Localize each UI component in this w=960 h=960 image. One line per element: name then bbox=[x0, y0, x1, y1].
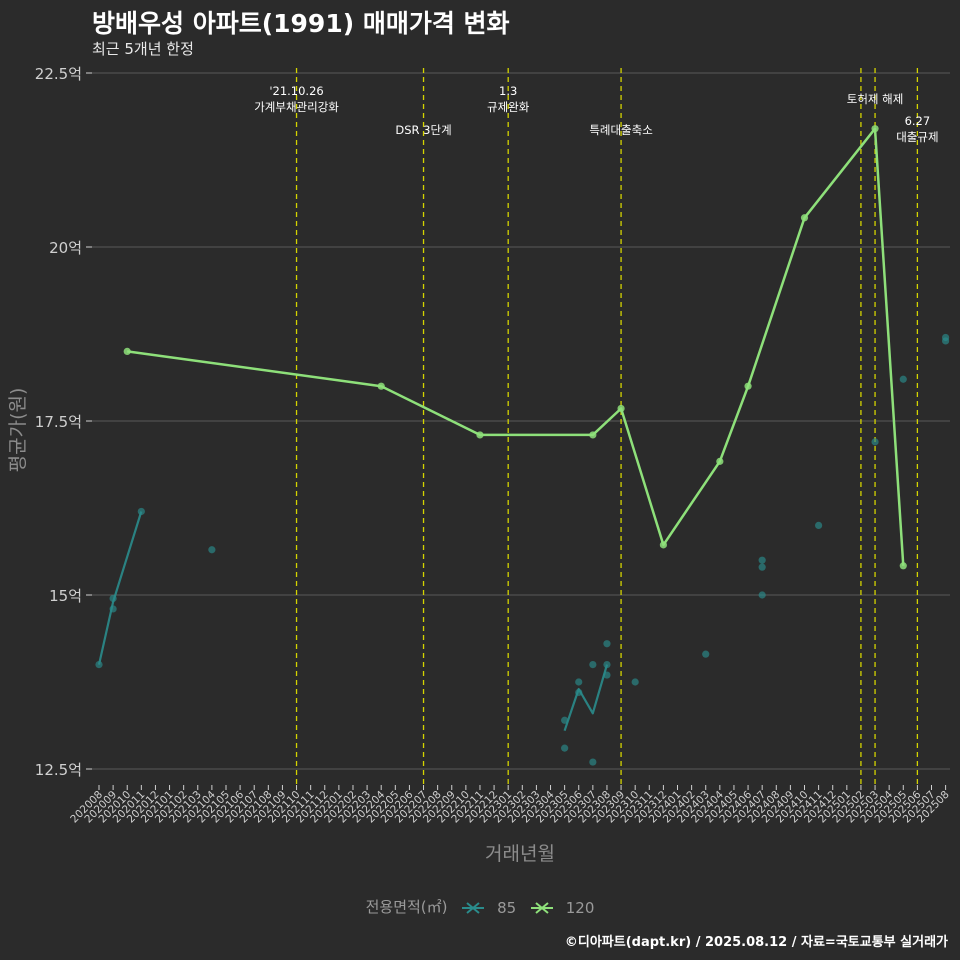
data-point-85 bbox=[137, 507, 145, 516]
data-point-120 bbox=[589, 431, 597, 439]
data-point-85 bbox=[758, 563, 766, 571]
data-point-85 bbox=[589, 758, 597, 766]
legend: 전용면적(㎡) 85 120 bbox=[0, 896, 960, 917]
legend-key-85 bbox=[462, 901, 485, 914]
y-tick-label: 17.5억 bbox=[35, 413, 82, 431]
data-point-120 bbox=[899, 562, 907, 570]
data-point-120 bbox=[744, 382, 752, 390]
data-point-85 bbox=[575, 678, 583, 686]
event-label: 규제완화 bbox=[487, 100, 530, 114]
data-point-120 bbox=[800, 214, 809, 222]
event-label: DSR 3단계 bbox=[395, 123, 451, 137]
y-tick-label: 20억 bbox=[49, 239, 82, 257]
data-point-85 bbox=[871, 438, 879, 446]
data-point-85 bbox=[815, 521, 823, 530]
data-point-85 bbox=[603, 661, 611, 669]
data-point-120 bbox=[123, 347, 131, 355]
legend-key-120 bbox=[530, 901, 553, 914]
event-label: 토허제 해제 bbox=[847, 92, 904, 106]
series-line-85 bbox=[563, 664, 609, 732]
data-point-120 bbox=[659, 541, 668, 549]
legend-item-120[interactable]: 120 bbox=[529, 898, 594, 917]
event-label: '21.10.26 bbox=[269, 84, 323, 98]
event-label: 특례대출축소 bbox=[589, 123, 652, 137]
legend-label-85: 85 bbox=[497, 898, 517, 917]
y-axis-title: 평균가(원) bbox=[7, 388, 29, 473]
data-point-85 bbox=[109, 594, 117, 603]
legend-title: 전용면적(㎡) bbox=[365, 898, 448, 916]
data-point-85 bbox=[758, 591, 766, 599]
data-point-85 bbox=[631, 678, 639, 686]
data-point-85 bbox=[942, 333, 950, 342]
chart-subtitle: 최근 5개년 한정 bbox=[92, 40, 194, 58]
data-point-120 bbox=[716, 457, 724, 465]
y-tick-label: 22.5억 bbox=[35, 65, 82, 83]
legend-item-85[interactable]: 85 bbox=[460, 898, 516, 917]
data-point-85 bbox=[899, 375, 907, 383]
data-point-85 bbox=[589, 661, 597, 669]
data-point-85 bbox=[561, 744, 569, 752]
source-caption: ©디아파트(dapt.kr) / 2025.08.12 / 자료=국토교통부 실… bbox=[564, 935, 948, 950]
x-axis-title: 거래년월 bbox=[485, 843, 555, 865]
data-point-85 bbox=[95, 661, 103, 669]
series-line-85 bbox=[97, 511, 143, 665]
data-point-85 bbox=[575, 688, 583, 697]
legend-label-120: 120 bbox=[565, 898, 595, 917]
data-point-85 bbox=[208, 546, 216, 554]
y-tick-label: 15억 bbox=[49, 587, 82, 605]
event-label: 대출규제 bbox=[896, 130, 938, 144]
data-point-85 bbox=[603, 640, 611, 648]
event-label: 6.27 bbox=[905, 114, 931, 128]
data-point-120 bbox=[377, 382, 385, 390]
y-tick-label: 12.5억 bbox=[35, 761, 82, 779]
data-point-85 bbox=[561, 716, 569, 724]
data-point-120 bbox=[871, 125, 879, 133]
data-point-85 bbox=[109, 605, 117, 613]
data-point-85 bbox=[702, 650, 710, 658]
data-point-85 bbox=[603, 671, 611, 679]
chart-title: 방배우성 아파트(1991) 매매가격 변화 bbox=[92, 9, 510, 38]
event-label: 1.3 bbox=[499, 84, 517, 98]
data-point-85 bbox=[758, 556, 766, 564]
event-label: 가계부채관리강화 bbox=[254, 100, 339, 114]
data-point-120 bbox=[617, 404, 625, 413]
data-point-120 bbox=[476, 431, 484, 439]
series-line-120 bbox=[127, 127, 905, 566]
